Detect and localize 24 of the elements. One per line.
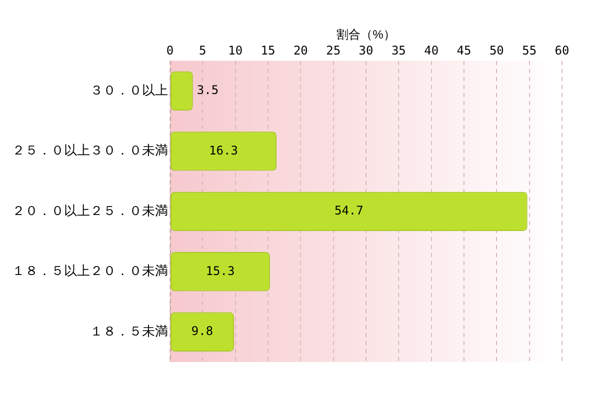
x-tick-label: 5 <box>199 44 206 58</box>
x-tick-label: 25 <box>326 44 341 58</box>
y-tick-label: ３０．０以上 <box>90 82 168 98</box>
y-tick-label: １８．５未満 <box>90 323 168 338</box>
x-tick-label: 35 <box>391 44 406 58</box>
x-tick-label: 10 <box>228 44 243 58</box>
data-label: 15.3 <box>206 264 235 278</box>
y-tick-label: １８．５以上２０．０未満 <box>12 263 168 278</box>
x-tick-label: 60 <box>554 44 570 58</box>
x-tick-label: 20 <box>293 44 308 58</box>
x-tick-label: 50 <box>489 44 504 58</box>
data-label: 16.3 <box>209 143 238 158</box>
x-tick-label: 55 <box>522 44 537 58</box>
x-tick-label: 45 <box>456 44 472 58</box>
y-tick-label: ２０．０以上２５．０未満 <box>12 202 168 218</box>
data-label: 9.8 <box>191 324 214 338</box>
x-tick-label: 40 <box>424 44 439 58</box>
x-tick-label: 30 <box>358 44 374 58</box>
x-tick-label: 15 <box>260 44 276 58</box>
y-tick-label: ２５．０以上３０．０未満 <box>12 142 168 158</box>
x-axis-title: 割合（%） <box>336 28 396 42</box>
data-label: 54.7 <box>334 204 364 218</box>
data-label: 3.5 <box>196 83 219 98</box>
x-tick-label: 0 <box>166 44 174 58</box>
